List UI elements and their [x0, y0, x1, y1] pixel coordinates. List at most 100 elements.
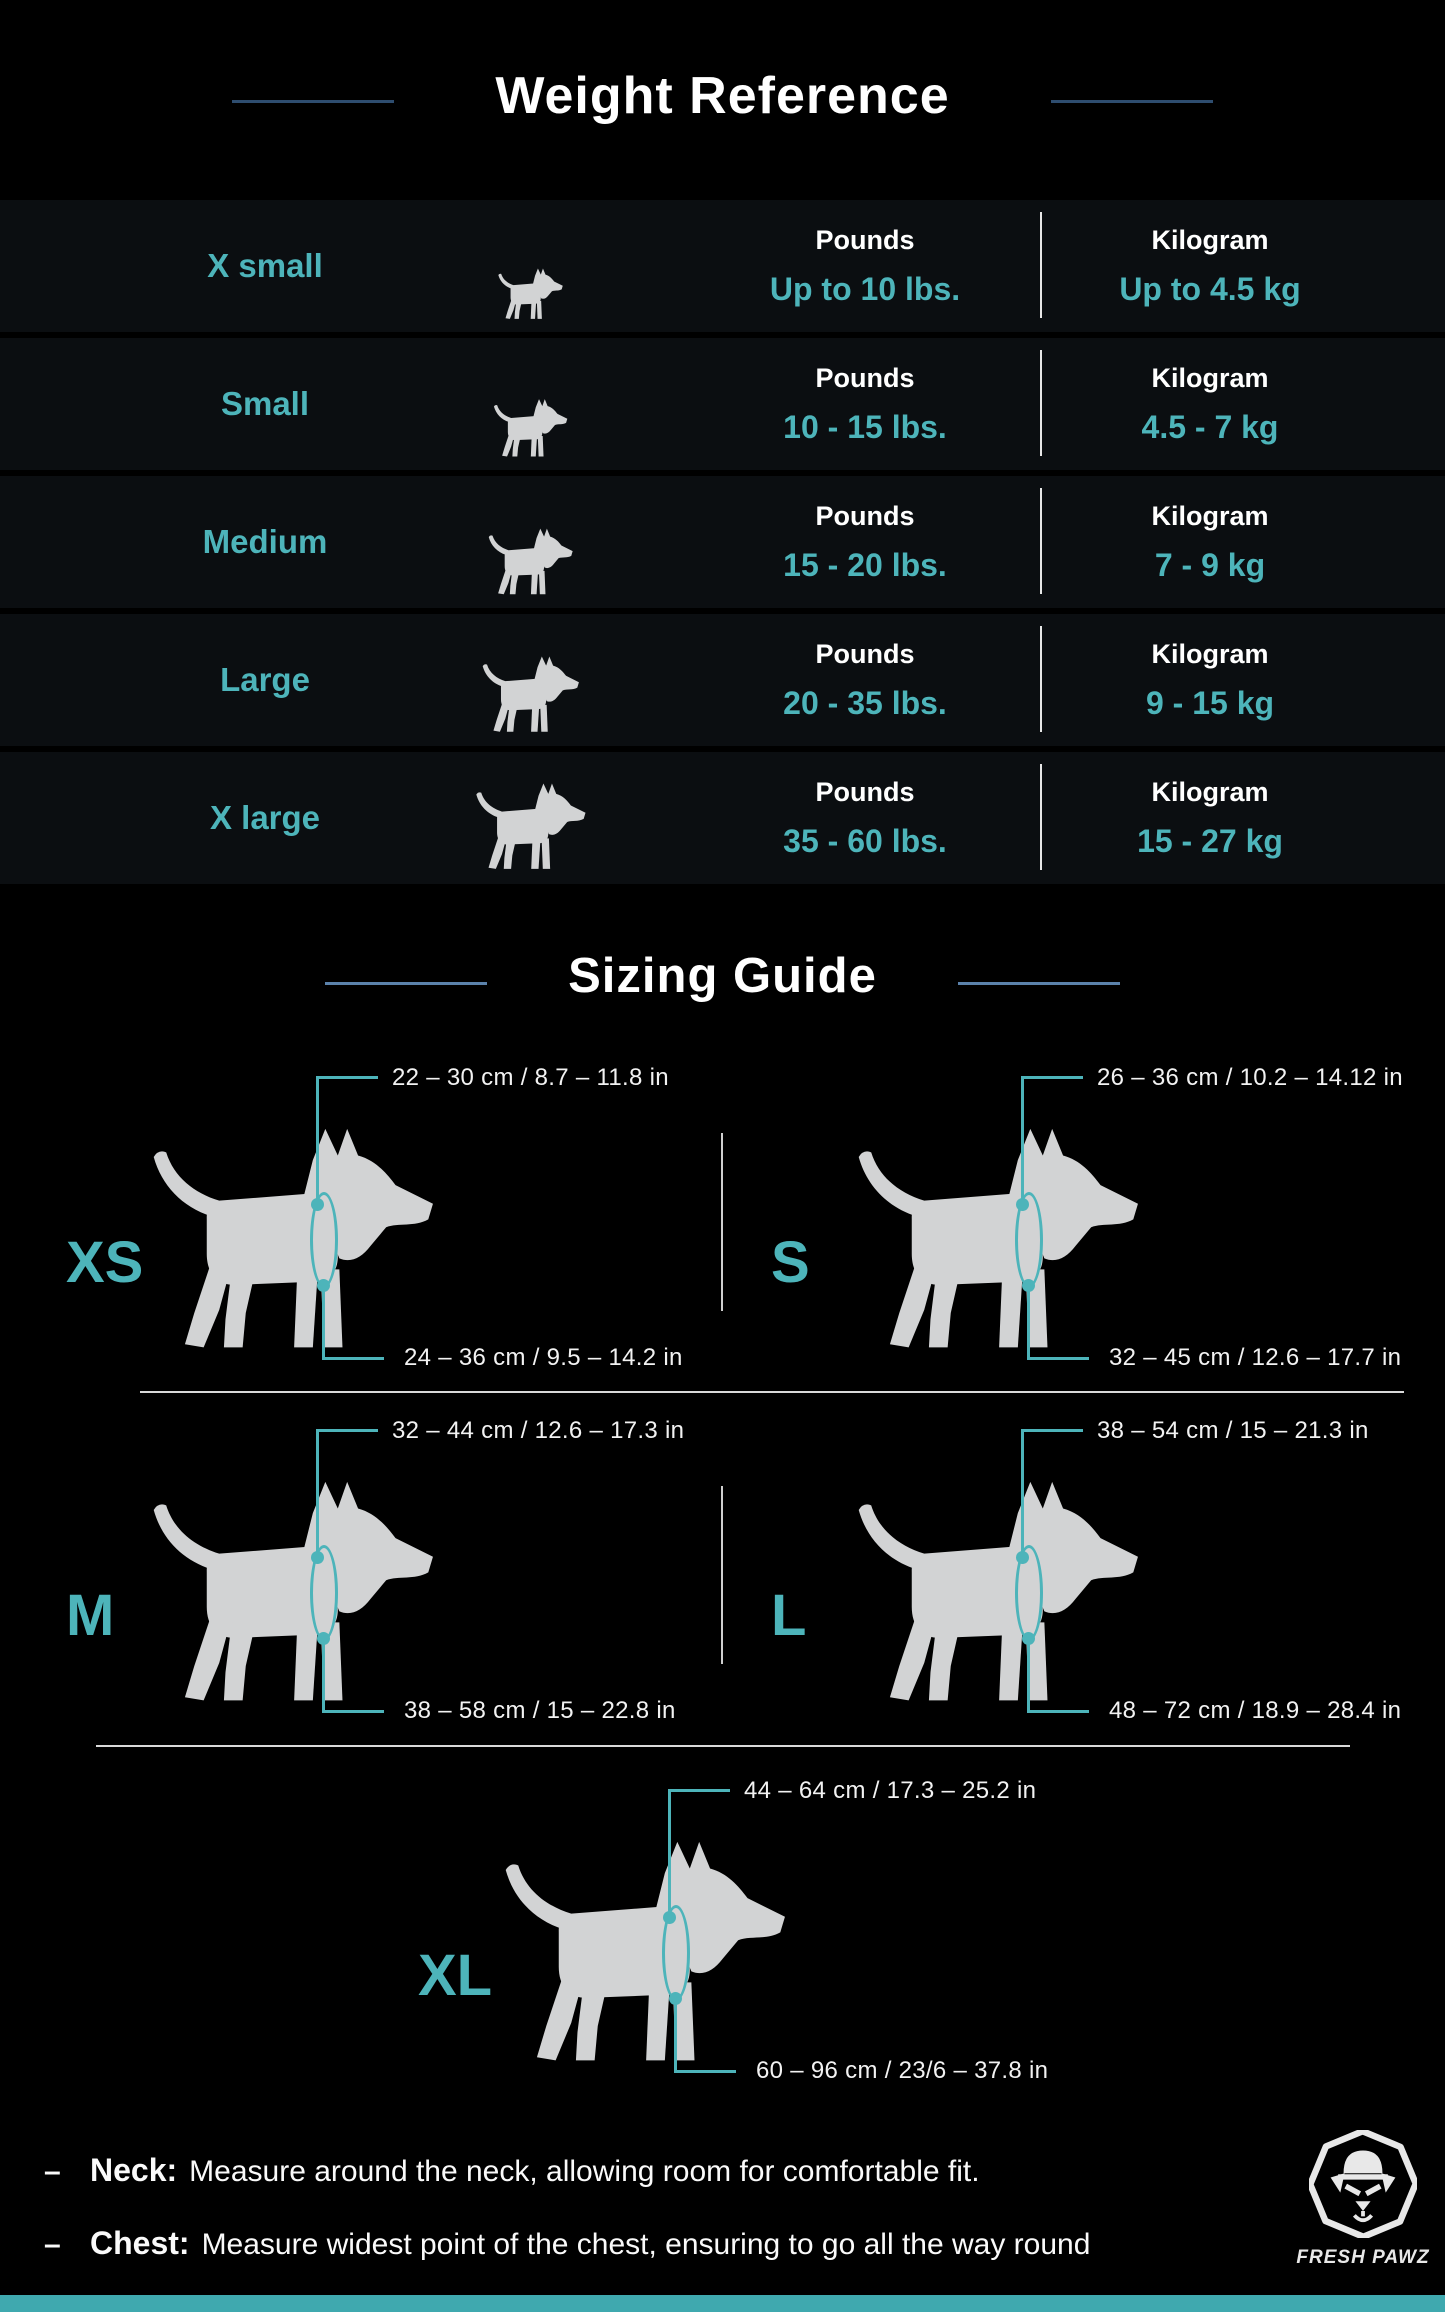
neck-point — [1016, 1198, 1029, 1211]
title-flank-line-right — [1051, 100, 1213, 103]
size-code: L — [771, 1583, 807, 1648]
kilogram-value: Up to 4.5 kg — [1119, 270, 1301, 307]
kilogram-column: Kilogram 9 - 15 kg — [1065, 614, 1355, 746]
dog-icon — [440, 200, 620, 332]
neck-point — [311, 1551, 324, 1564]
chest-point — [317, 1632, 330, 1645]
column-divider — [1040, 212, 1042, 318]
chest-measurement: 48 – 72 cm / 18.9 – 28.4 in — [1109, 1697, 1402, 1724]
chest-measurement: 32 – 45 cm / 12.6 – 17.7 in — [1109, 1344, 1402, 1371]
fresh-pawz-logo-icon — [1307, 2128, 1419, 2240]
dog-silhouette — [487, 1823, 799, 2073]
kilogram-header: Kilogram — [1151, 362, 1269, 393]
neck-point — [311, 1198, 324, 1211]
chest-measurement: 24 – 36 cm / 9.5 – 14.2 in — [404, 1344, 683, 1371]
bullet-dash: – — [44, 2155, 61, 2188]
note-text: Measure widest point of the chest, ensur… — [201, 2228, 1091, 2261]
title-flank-line-right — [958, 982, 1120, 985]
neck-measure-line — [668, 1789, 730, 1792]
size-name: Medium — [202, 523, 328, 560]
note-text: Measure around the neck, allowing room f… — [189, 2155, 980, 2188]
size-name: X small — [207, 247, 323, 284]
note-term: Chest: — [90, 2225, 190, 2261]
sizing-section-s: S 26 – 36 cm / 10.2 – 14.12 in 32 – 45 c… — [745, 1052, 1405, 1392]
chest-measure-line — [322, 1285, 325, 1360]
neck-measurement: 22 – 30 cm / 8.7 – 11.8 in — [392, 1064, 669, 1091]
chest-measure-line — [322, 1710, 384, 1713]
title-flank-line-left — [325, 982, 487, 985]
brand-name: FRESH PAWZ — [1296, 2247, 1430, 2268]
weight-row-large: Large Pounds 20 - 35 lbs. Kilogram 9 - 1… — [0, 614, 1445, 746]
sizing-section-l: L 38 – 54 cm / 15 – 21.3 in 48 – 72 cm /… — [745, 1405, 1405, 1745]
neck-measure-line — [316, 1076, 378, 1079]
kilogram-header: Kilogram — [1151, 500, 1269, 531]
chest-measure-line — [1027, 1285, 1030, 1360]
kilogram-column: Kilogram 4.5 - 7 kg — [1065, 338, 1355, 470]
dog-silhouette — [135, 1463, 447, 1713]
chest-point — [317, 1279, 330, 1292]
neck-measure-line — [1021, 1076, 1024, 1204]
pounds-column: Pounds 35 - 60 lbs. — [720, 752, 1010, 884]
kilogram-header: Kilogram — [1151, 224, 1269, 255]
chest-measure-line — [1027, 1357, 1089, 1360]
note-chest: – Chest: Measure widest point of the che… — [44, 2225, 1090, 2262]
kilogram-value: 9 - 15 kg — [1145, 684, 1275, 721]
size-code: XL — [418, 1943, 493, 2008]
pounds-value: 20 - 35 lbs. — [783, 684, 947, 721]
brand-logo: FRESH PAWZ — [1296, 2128, 1430, 2269]
chest-measure-line — [1027, 1638, 1030, 1713]
pounds-header: Pounds — [815, 224, 915, 255]
kilogram-value: 7 - 9 kg — [1154, 546, 1266, 583]
chest-measure-line — [1027, 1710, 1089, 1713]
dog-silhouette — [840, 1463, 1152, 1713]
size-name: X large — [209, 799, 321, 836]
kilogram-column: Kilogram Up to 4.5 kg — [1065, 200, 1355, 332]
kilogram-header: Kilogram — [1151, 776, 1269, 807]
neck-measure-line — [1021, 1429, 1024, 1557]
chest-measurement: 60 – 96 cm / 23/6 – 37.8 in — [756, 2057, 1049, 2084]
size-code: S — [771, 1230, 810, 1295]
neck-measurement: 44 – 64 cm / 17.3 – 25.2 in — [744, 1777, 1037, 1804]
neck-point — [1016, 1551, 1029, 1564]
section-horizontal-divider — [140, 1391, 1404, 1393]
note-term: Neck: — [90, 2152, 178, 2188]
weight-reference-title: Weight Reference — [495, 67, 950, 125]
kilogram-value: 4.5 - 7 kg — [1141, 408, 1279, 445]
weight-row-xsmall: X small Pounds Up to 10 lbs. Kilogram Up… — [0, 200, 1445, 332]
chest-measure-line — [322, 1357, 384, 1360]
dog-icon — [440, 476, 620, 608]
section-vertical-divider — [721, 1133, 723, 1311]
chest-measure-line — [322, 1638, 325, 1713]
pounds-value: 10 - 15 lbs. — [783, 408, 947, 445]
pounds-value: 15 - 20 lbs. — [783, 546, 947, 583]
pounds-header: Pounds — [815, 362, 915, 393]
chest-point — [1022, 1632, 1035, 1645]
weight-row-xlarge: X large Pounds 35 - 60 lbs. Kilogram 15 … — [0, 752, 1445, 884]
neck-measure-line — [316, 1076, 319, 1204]
pounds-value: Up to 10 lbs. — [769, 270, 961, 307]
column-divider — [1040, 350, 1042, 456]
sizing-section-m: M 32 – 44 cm / 12.6 – 17.3 in 38 – 58 cm… — [40, 1405, 700, 1745]
chest-point — [1022, 1279, 1035, 1292]
pounds-header: Pounds — [815, 500, 915, 531]
kilogram-column: Kilogram 15 - 27 kg — [1065, 752, 1355, 884]
measurement-notes: – Neck: Measure around the neck, allowin… — [44, 2152, 1090, 2298]
pounds-column: Pounds 20 - 35 lbs. — [720, 614, 1010, 746]
sizing-section-xs: XS 22 – 30 cm / 8.7 – 11.8 in 24 – 36 cm… — [40, 1052, 700, 1392]
title-flank-line-left — [232, 100, 394, 103]
sizing-guide-title: Sizing Guide — [568, 949, 877, 1003]
neck-measure-line — [668, 1789, 671, 1917]
column-divider — [1040, 626, 1042, 732]
size-name: Small — [220, 385, 310, 422]
pounds-header: Pounds — [815, 638, 915, 669]
dog-icon — [440, 614, 620, 746]
section-vertical-divider — [721, 1486, 723, 1664]
pounds-column: Pounds 10 - 15 lbs. — [720, 338, 1010, 470]
weight-row-medium: Medium Pounds 15 - 20 lbs. Kilogram 7 - … — [0, 476, 1445, 608]
pounds-column: Pounds Up to 10 lbs. — [720, 200, 1010, 332]
column-divider — [1040, 764, 1042, 870]
chest-measurement: 38 – 58 cm / 15 – 22.8 in — [404, 1697, 676, 1724]
kilogram-header: Kilogram — [1151, 638, 1269, 669]
dog-icon — [440, 338, 620, 470]
